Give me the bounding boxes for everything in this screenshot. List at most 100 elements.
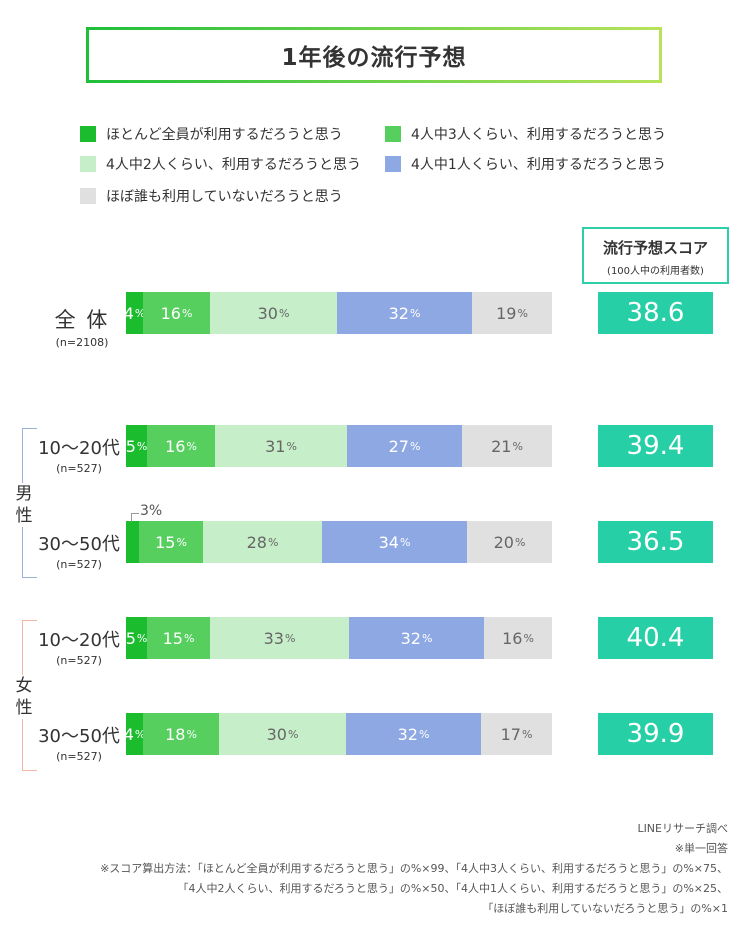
bar-label-unit: % [186, 439, 197, 453]
group-label-male-text: 男 性 [15, 484, 33, 526]
legend-swatch-none [80, 188, 96, 204]
bar-segment-female-young-none: 16% [484, 617, 552, 659]
row-label-male-old: 30〜50代 (n=527) [34, 530, 124, 571]
legend-item-three: 4人中3人くらい、利用するだろうと思う [385, 124, 666, 144]
row-label-female-old-main: 30〜50代 [38, 726, 120, 747]
bar-label-unit: % [267, 535, 279, 549]
score-header-title: 流行予想スコア [602, 239, 708, 257]
bar-segment-female-old-one: 32% [346, 713, 481, 755]
bar-segment-female-young-three: 15% [147, 617, 210, 659]
group-label-female-text: 女 性 [15, 676, 33, 718]
row-label-total-main: 全 体 [54, 308, 110, 332]
footer-method-2: 「4人中2人くらい、利用するだろうと思う」の%×50、「4人中1人くらい、利用す… [177, 882, 728, 895]
bar-label-female-old-all: 4 [123, 724, 134, 744]
bar-label-unit: % [186, 727, 197, 741]
bar-label-unit: % [136, 439, 148, 453]
footer-note-single: ※単一回答 [674, 842, 728, 855]
row-label-female-young-n: (n=527) [56, 654, 102, 667]
bar-label-unit: % [514, 535, 526, 549]
score-male-old: 36.5 [598, 521, 713, 563]
bar-segment-total-one: 32% [337, 292, 472, 334]
legend-label-none: ほぼ誰も利用していないだろうと思う [106, 189, 343, 205]
row-label-male-young-main: 10〜20代 [38, 438, 120, 459]
bar-segment-male-old-two: 28% [203, 521, 322, 563]
bar-label-unit: % [181, 306, 193, 320]
bar-segment-male-young-three: 16% [147, 425, 215, 467]
bar-segment-female-old-all: 4% [123, 713, 145, 755]
bar-row-total: 4% 16% 30% 32% 19% [123, 292, 552, 334]
legend-label-three: 4人中3人くらい、利用するだろうと思う [411, 127, 666, 143]
legend-swatch-one [385, 156, 401, 172]
legend-item-none: ほぼ誰も利用していないだろうと思う [80, 186, 343, 206]
bar-label-unit: % [399, 535, 411, 549]
legend-label-one: 4人中1人くらい、利用するだろうと思う [411, 157, 666, 173]
bar-label-male-young-none: 21 [491, 436, 512, 456]
row-label-male-old-main: 30〜50代 [38, 534, 120, 555]
bar-label-total-two: 30 [257, 303, 278, 323]
bar-segment-male-young-all: 5% [126, 425, 147, 467]
bar-segment-male-old-all [126, 521, 139, 563]
bar-segment-female-old-two: 30% [219, 713, 346, 755]
row-label-female-old: 30〜50代 (n=527) [34, 722, 124, 763]
bar-label-male-young-one: 27 [388, 436, 409, 456]
bar-segment-male-old-one: 34% [322, 521, 467, 563]
bar-label-unit: % [176, 535, 187, 549]
bar-row-female-old: 4% 18% 30% 32% 17% [123, 713, 552, 755]
bar-label-total-three: 16 [160, 303, 181, 323]
bar-segment-total-three: 16% [143, 292, 210, 334]
bar-label-male-old-three: 15 [155, 532, 176, 552]
bar-segment-total-two: 30% [210, 292, 337, 334]
bar-segment-male-young-two: 31% [215, 425, 347, 467]
bar-label-unit: % [284, 631, 296, 645]
bar-segment-female-young-all: 5% [126, 617, 147, 659]
bar-segment-male-young-one: 27% [347, 425, 462, 467]
row-label-female-young-main: 10〜20代 [38, 630, 120, 651]
chart-title: 1年後の流行予想 [281, 45, 467, 71]
row-label-male-young-n: (n=527) [56, 462, 102, 475]
bar-label-unit: % [421, 631, 433, 645]
bar-label-unit: % [278, 306, 290, 320]
bar-segment-total-all: 4% [123, 292, 145, 334]
legend-swatch-two [80, 156, 96, 172]
row-label-male-old-n: (n=527) [56, 558, 102, 571]
bar-label-female-old-none: 17 [500, 724, 521, 744]
bar-segment-male-old-three: 15% [139, 521, 203, 563]
footer-source: LINEリサーチ調べ [637, 822, 728, 835]
bar-label-unit: % [523, 631, 534, 645]
bar-label-unit: % [286, 439, 297, 453]
bar-segment-female-young-two: 33% [210, 617, 349, 659]
score-total: 38.6 [598, 292, 713, 334]
bar-label-female-young-two: 33 [263, 628, 284, 648]
bar-segment-male-young-none: 21% [462, 425, 552, 467]
bar-label-female-old-two: 30 [266, 724, 287, 744]
bar-label-unit: % [287, 727, 299, 741]
footer-method-1: ※スコア算出方法：「ほとんど全員が利用するだろうと思う」の%×99、「4人中3人… [100, 862, 728, 875]
bar-label-female-old-three: 18 [165, 724, 186, 744]
score-header: 流行予想スコア (100人中の利用者数) [582, 227, 729, 284]
row-label-female-old-n: (n=527) [56, 750, 102, 763]
score-female-old: 39.9 [598, 713, 713, 755]
group-label-female: 女 性 [12, 675, 36, 719]
bar-label-male-old-none: 20 [493, 532, 514, 552]
bar-label-unit: % [136, 631, 148, 645]
bar-label-female-old-one: 32 [397, 724, 418, 744]
legend-item-one: 4人中1人くらい、利用するだろうと思う [385, 154, 666, 174]
legend-swatch-all [80, 126, 96, 142]
bar-label-total-all: 4 [123, 303, 134, 323]
bar-label-unit: % [409, 439, 421, 453]
legend-item-two: 4人中2人くらい、利用するだろうと思う [80, 154, 361, 174]
bar-row-male-old: 15% 28% 34% 20% [126, 521, 552, 563]
bar-segment-female-young-one: 32% [349, 617, 484, 659]
bar-label-unit: % [517, 306, 528, 320]
bar-label-unit: % [512, 439, 523, 453]
bar-label-male-old-two: 28 [246, 532, 267, 552]
bar-label-total-one: 32 [388, 303, 409, 323]
bar-row-male-young: 5% 16% 31% 27% 21% [126, 425, 552, 467]
bar-label-male-old-one: 34 [378, 532, 399, 552]
callout-label-3pct: 3% [140, 503, 163, 519]
bar-label-female-young-one: 32 [400, 628, 421, 648]
bar-row-female-young: 5% 15% 33% 32% 16% [126, 617, 552, 659]
bar-label-unit: % [409, 306, 421, 320]
legend-label-two: 4人中2人くらい、利用するだろうと思う [106, 157, 361, 173]
footer-method-3: 「ほぼ誰も利用していないだろうと思う」の%×1 [482, 902, 728, 915]
